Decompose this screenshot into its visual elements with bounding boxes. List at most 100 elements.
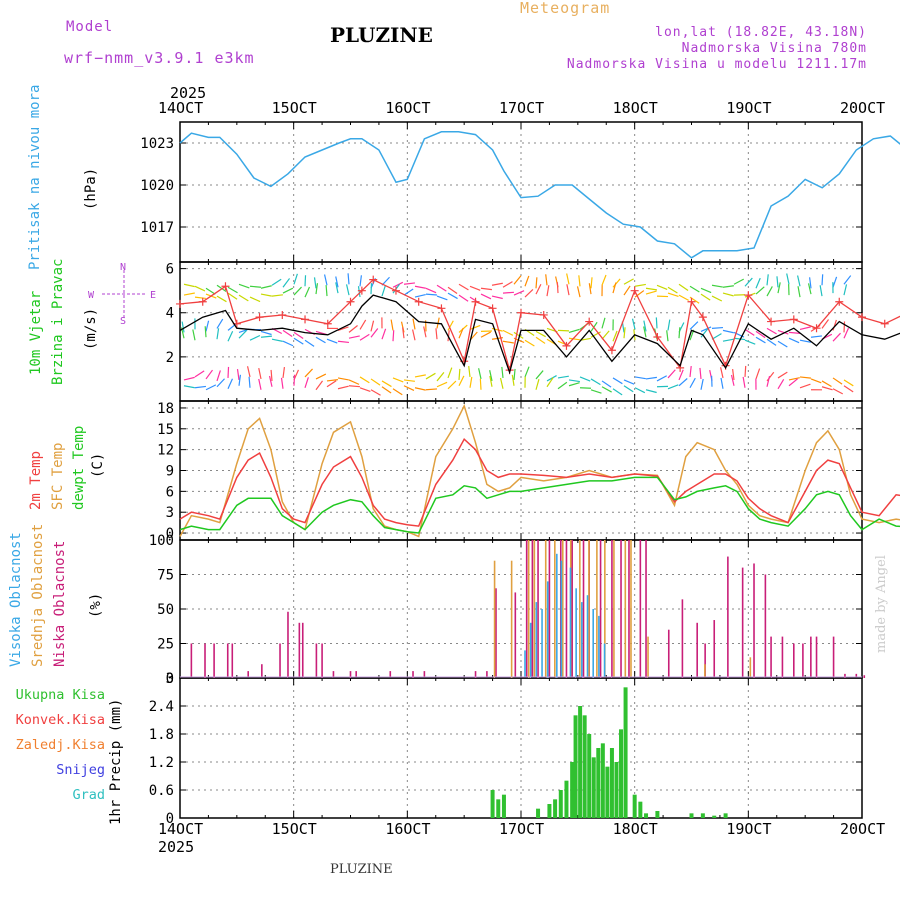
wind-arrow	[612, 377, 623, 385]
wind-arrow	[766, 286, 773, 297]
wind-arrow	[601, 330, 610, 340]
wind-arrow	[766, 274, 769, 286]
wind-arrow	[720, 367, 724, 379]
precip-bar	[609, 748, 614, 818]
wind-arrow	[623, 379, 635, 385]
wind-arrow	[821, 380, 832, 388]
wind-arrow	[557, 329, 570, 332]
wind-arrow	[590, 378, 601, 386]
temp-tick-label: 18	[157, 401, 174, 417]
wind-arrow	[590, 277, 593, 289]
precip-bar	[587, 734, 592, 818]
wind-gust-point	[517, 308, 525, 317]
wind-gust-point	[278, 310, 287, 319]
wind-arrow	[744, 339, 756, 345]
wind-gust-point	[301, 315, 310, 324]
wind-arrow	[337, 340, 350, 344]
wind-arrow	[535, 283, 542, 295]
wind-arrow	[315, 373, 327, 380]
wind-arrow	[832, 276, 838, 288]
wind-arrow	[645, 389, 657, 394]
wind-arrow	[183, 385, 195, 389]
wind-arrow	[832, 319, 837, 331]
wind-arrow	[777, 379, 785, 390]
wind-arrow	[359, 376, 370, 384]
temp-tick-label: 15	[157, 422, 174, 438]
wind-arrow	[777, 340, 788, 348]
wind-arrow	[249, 296, 261, 303]
precip-tick-label: 1.2	[149, 755, 174, 771]
wind-arrow	[742, 376, 746, 388]
wind-arrow	[566, 273, 570, 285]
wind-arrow	[181, 321, 185, 333]
compass-n: N	[120, 262, 126, 273]
wind-arrow	[436, 381, 448, 388]
wind-arrow	[323, 274, 328, 286]
wind-arrow	[335, 282, 339, 294]
wind-gust-point	[630, 286, 639, 295]
wind-arrow	[194, 370, 205, 378]
wind-arrow	[612, 330, 618, 342]
wind-arrow	[392, 388, 403, 396]
wind-arrow	[513, 368, 516, 380]
wind-gust-point	[176, 299, 184, 308]
wind-gust-point	[744, 291, 753, 300]
wind-arrow	[711, 333, 722, 340]
wind-arrow	[766, 327, 777, 335]
wind-arrow	[601, 317, 606, 329]
x-tick-label: 20OCT	[840, 99, 886, 117]
wind-arrow	[282, 329, 293, 337]
precip-bar	[553, 799, 558, 818]
wind-gust-point	[198, 297, 207, 306]
wind-speed-line	[179, 294, 900, 375]
wind-arrow	[777, 371, 788, 379]
wind-arrow	[711, 284, 723, 288]
wind-arrow	[689, 377, 696, 389]
wind-arrow	[832, 377, 843, 385]
year-bottom: 2025	[158, 838, 195, 856]
wind-gust-point	[858, 313, 866, 322]
wind-arrow	[568, 328, 580, 333]
wind-arrow	[489, 375, 493, 387]
temp-tick-label: 0	[166, 526, 174, 542]
wind-arrow	[304, 275, 307, 287]
wind-arrow	[315, 283, 319, 295]
wind-arrow	[348, 385, 361, 388]
wind-arrow	[700, 326, 712, 332]
wind-arrow	[326, 338, 338, 344]
wind-arrow	[843, 284, 848, 296]
wind-arrow	[700, 328, 709, 338]
wind-arrow	[370, 389, 381, 396]
wind-arrow	[271, 338, 283, 342]
wind-arrow	[347, 273, 350, 285]
wind-arrow	[425, 388, 438, 391]
wind-arrow	[788, 378, 798, 387]
cloud-tick-label: 25	[157, 637, 174, 653]
wind-arrow	[216, 378, 225, 388]
wind-arrow	[238, 283, 250, 289]
wind-arrow	[359, 333, 370, 341]
x-tick-label: 16OCT	[385, 820, 431, 838]
wind-arrow	[403, 288, 414, 296]
x-tick-label: 19OCT	[726, 99, 772, 117]
wind-arrow	[480, 287, 492, 291]
wind-arrow	[337, 326, 349, 331]
wind-gust-point	[471, 297, 480, 306]
wind-arrow	[326, 380, 337, 388]
wind-arrow	[447, 367, 453, 379]
wind-arrow	[634, 283, 646, 287]
wind-arrow	[402, 327, 405, 339]
wind-arrow	[667, 286, 678, 294]
temp-tick-label: 6	[166, 484, 174, 500]
wind-arrow	[304, 286, 311, 298]
legend-freezing-rain: Zaledj.Kisa	[15, 737, 105, 753]
wind-arrow	[667, 319, 671, 331]
wind-arrow	[381, 386, 392, 394]
wind-arrow	[667, 369, 676, 379]
wind-arrow	[601, 386, 612, 393]
wind-arrow	[260, 335, 273, 338]
wind-arrow	[535, 370, 544, 380]
temp-tick-label: 12	[157, 443, 174, 459]
wind-arrow	[194, 296, 206, 300]
